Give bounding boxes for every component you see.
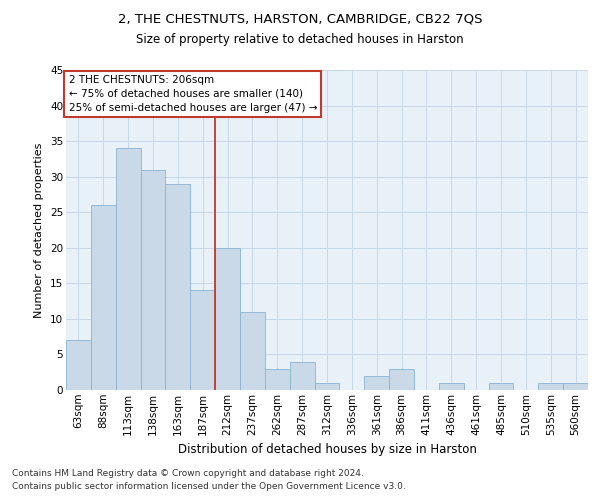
Bar: [66, 340, 91, 390]
Bar: [265, 368, 290, 390]
Bar: [190, 290, 215, 390]
Text: 2, THE CHESTNUTS, HARSTON, CAMBRIDGE, CB22 7QS: 2, THE CHESTNUTS, HARSTON, CAMBRIDGE, CB…: [118, 12, 482, 26]
Bar: [116, 148, 140, 390]
Bar: [215, 248, 240, 390]
Bar: [538, 383, 563, 390]
Bar: [140, 170, 166, 390]
Y-axis label: Number of detached properties: Number of detached properties: [34, 142, 44, 318]
Bar: [314, 383, 340, 390]
Bar: [91, 205, 116, 390]
Bar: [240, 312, 265, 390]
Bar: [488, 383, 514, 390]
Text: Size of property relative to detached houses in Harston: Size of property relative to detached ho…: [136, 32, 464, 46]
X-axis label: Distribution of detached houses by size in Harston: Distribution of detached houses by size …: [178, 443, 476, 456]
Text: 2 THE CHESTNUTS: 206sqm
← 75% of detached houses are smaller (140)
25% of semi-d: 2 THE CHESTNUTS: 206sqm ← 75% of detache…: [68, 75, 317, 113]
Bar: [166, 184, 190, 390]
Bar: [439, 383, 464, 390]
Bar: [563, 383, 588, 390]
Bar: [389, 368, 414, 390]
Text: Contains HM Land Registry data © Crown copyright and database right 2024.: Contains HM Land Registry data © Crown c…: [12, 468, 364, 477]
Text: Contains public sector information licensed under the Open Government Licence v3: Contains public sector information licen…: [12, 482, 406, 491]
Bar: [364, 376, 389, 390]
Bar: [290, 362, 314, 390]
